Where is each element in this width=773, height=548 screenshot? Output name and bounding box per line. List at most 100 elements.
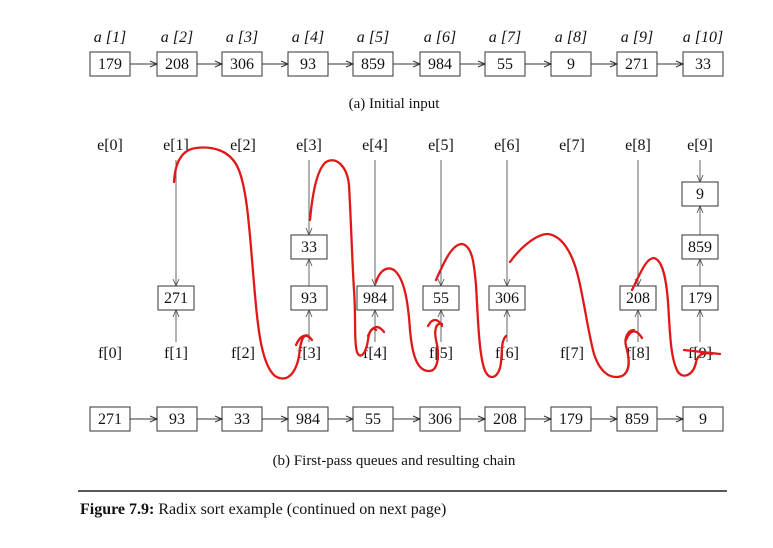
result-cell <box>550 406 592 432</box>
queue-cell <box>488 285 526 311</box>
input-cell-value: 306 <box>230 56 254 73</box>
result-chain-arrows <box>130 415 685 423</box>
queue-rear-label: f[3] <box>297 345 321 362</box>
result-chain-arrow-head <box>345 415 355 423</box>
input-index-label: a [10] <box>683 29 723 46</box>
queue-cell-value: 306 <box>495 290 519 307</box>
input-chain-arrow-head <box>149 60 159 68</box>
input-cell-value: 984 <box>428 56 452 73</box>
input-index-label: a [6] <box>424 29 456 46</box>
annotation-stroke <box>294 334 314 347</box>
input-cell <box>89 51 131 77</box>
queue-front-label: e[8] <box>625 137 651 154</box>
queue-front-label: e[0] <box>97 137 123 154</box>
input-cell-value: 9 <box>567 56 575 73</box>
queue-front-labels: e[0] e[1] e[2] e[3] e[4] e[5] e[6] e[7] e[8] e[9] <box>97 137 713 154</box>
queue-rear-label: f[9] <box>688 345 712 362</box>
queue-pointer-lines <box>172 160 704 342</box>
red-handwritten-annotation <box>172 146 722 380</box>
queue-cell-value: 271 <box>164 290 188 307</box>
input-chain-arrow-head <box>280 60 290 68</box>
result-chain-arrow-head <box>477 415 487 423</box>
queue-cell-value: 984 <box>363 290 387 307</box>
result-cell-value: 93 <box>169 411 185 428</box>
annotation-stroke <box>508 232 636 379</box>
queue-cell <box>290 285 328 311</box>
result-cell-value: 33 <box>234 411 250 428</box>
result-chain-arrow-head <box>543 415 553 423</box>
input-cell <box>682 51 724 77</box>
first-pass-caption: (b) First-pass queues and resulting chai… <box>273 453 516 469</box>
figure-label: Figure 7.9: <box>80 501 155 518</box>
annotation-stroke <box>630 256 714 377</box>
queue-cell <box>422 285 460 311</box>
input-cell-value: 859 <box>361 56 385 73</box>
input-cell-value: 271 <box>625 56 649 73</box>
queue-cell <box>619 285 657 311</box>
result-cell-value: 55 <box>365 411 381 428</box>
queue-cell <box>157 285 195 311</box>
input-cell-value: 208 <box>165 56 189 73</box>
input-cell-value: 33 <box>695 56 711 73</box>
queue-cell-value: 33 <box>301 239 317 256</box>
queue-rear-label: f[0] <box>98 345 122 362</box>
input-index-labels: a [1] a [2] a [3] a [4] a [5] a [6] a [7] a [8]… <box>94 29 723 46</box>
queue-rear-label: f[7] <box>560 345 584 362</box>
queue-front-label: e[3] <box>296 137 322 154</box>
result-cell-value: 9 <box>699 411 707 428</box>
input-chain-arrow-head <box>477 60 487 68</box>
annotation-stroke <box>682 348 722 356</box>
result-cell-value: 179 <box>559 411 583 428</box>
result-cell <box>484 406 526 432</box>
queue-cell-value: 93 <box>301 290 317 307</box>
queue-cell-value: 9 <box>696 186 704 203</box>
annotation-stroke <box>624 330 644 342</box>
queue-rear-labels: f[0] f[1] f[2] f[3] f[4] f[5] f[6] f[7] f[8] f[9] <box>98 345 712 362</box>
input-chain-arrow-head <box>412 60 422 68</box>
queue-rear-label: f[5] <box>429 345 453 362</box>
input-index-label: a [5] <box>357 29 389 46</box>
queue-cell <box>681 234 719 260</box>
input-index-label: a [4] <box>292 29 324 46</box>
queue-rear-label: f[8] <box>626 345 650 362</box>
result-cell-value: 859 <box>625 411 649 428</box>
result-chain-arrow-head <box>149 415 159 423</box>
queue-cell <box>681 285 719 311</box>
queue-rear-label: f[6] <box>495 345 519 362</box>
input-chain-arrows <box>130 60 685 68</box>
queue-front-label: e[1] <box>163 137 189 154</box>
input-chain-arrow-head <box>214 60 224 68</box>
input-chain-arrow-head <box>543 60 553 68</box>
annotation-stroke <box>172 146 312 380</box>
annotation-stroke <box>366 325 386 338</box>
queue-front-label: e[2] <box>230 137 256 154</box>
queue-cells: 271 93 33 984 55 306 208 179 859 9 <box>157 181 719 311</box>
queue-cell <box>290 234 328 260</box>
input-cell <box>616 51 658 77</box>
input-cell <box>221 51 263 77</box>
queue-front-label: e[9] <box>687 137 713 154</box>
annotation-stroke <box>426 318 444 328</box>
result-chain-arrow-head <box>675 415 685 423</box>
result-cell-value: 306 <box>428 411 452 428</box>
input-index-label: a [8] <box>555 29 587 46</box>
queue-cell <box>356 285 394 311</box>
input-cell-value: 55 <box>497 56 513 73</box>
input-chain-arrow-head <box>675 60 685 68</box>
queue-rear-label: f[2] <box>231 345 255 362</box>
input-cell-value: 93 <box>300 56 316 73</box>
queue-cell-value: 179 <box>688 290 712 307</box>
queue-front-label: e[4] <box>362 137 388 154</box>
figure-text: Radix sort example (continued on next pa… <box>154 501 447 518</box>
queue-cell-value: 859 <box>688 239 712 256</box>
input-index-label: a [1] <box>94 29 126 46</box>
result-chain-arrow-head <box>280 415 290 423</box>
figure-caption: Figure 7.9: Radix sort example (continue… <box>80 501 446 519</box>
annotation-stroke <box>308 159 378 357</box>
queue-front-label: e[6] <box>494 137 520 154</box>
result-cell-value: 271 <box>98 411 122 428</box>
queue-rear-label: f[4] <box>363 345 387 362</box>
input-cell <box>156 51 198 77</box>
result-cell <box>156 406 198 432</box>
